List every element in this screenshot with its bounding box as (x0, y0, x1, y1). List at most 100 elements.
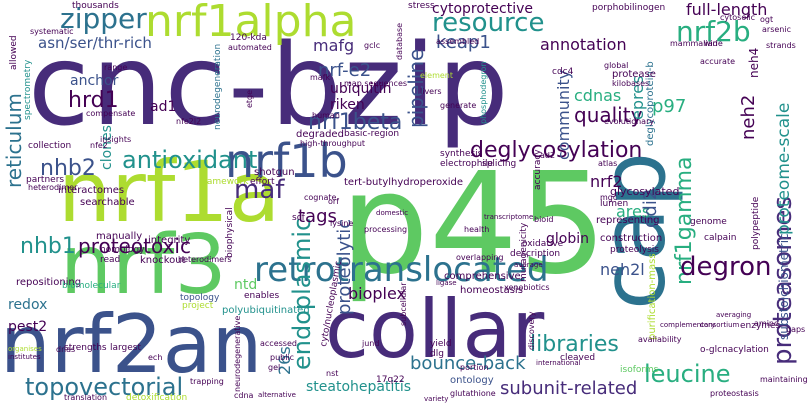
word-comprehensive: comprehensive (444, 271, 521, 282)
word-accurate: accurate (700, 57, 736, 66)
word-cnc-bzip: cnc-bzip (28, 21, 511, 151)
word-bioplex: bioplex (348, 284, 407, 303)
word-full-length: full-length (686, 0, 768, 19)
word-heterodimer: heterodimer (28, 183, 78, 192)
word-hrd1: hrd1 (68, 88, 119, 113)
word-biomolecular: biomolecular (62, 281, 121, 291)
word-purification-mass: purification-mass (647, 253, 658, 340)
word-stress: stress (408, 1, 435, 11)
word-steatohepatitis: steatohepatitis (306, 379, 412, 395)
word-etge: etge (245, 89, 254, 108)
word-partners: partners (26, 175, 65, 185)
word-dlg: dlg (430, 349, 444, 359)
word-tags: tags (298, 206, 337, 227)
word-read: read (100, 255, 121, 265)
word-ad1: ad1 (150, 99, 177, 115)
word-deglycosylation: deglycosylation (470, 138, 643, 163)
word-insights: insights (100, 135, 132, 144)
word-nrf2an: nrf2an (0, 298, 263, 391)
word-mafk: mafk (310, 73, 331, 82)
word-splicing: splicing (482, 159, 517, 169)
word-globin: globin (546, 231, 589, 247)
word-ntd: ntd (234, 277, 258, 293)
word-enables: enables (244, 291, 280, 301)
word-retrotranslocated: retrotranslocated (254, 250, 549, 290)
word-strands: strands (766, 41, 796, 50)
word-glutathione: glutathione (450, 389, 496, 398)
word-public: public (270, 353, 295, 362)
word-complementary: complementary (660, 321, 716, 329)
word-compensate: compensate (86, 109, 136, 118)
word-quality: quality (574, 103, 643, 127)
word-nrf1b: nrf1b (225, 134, 348, 188)
word-redox: redox (8, 297, 48, 313)
word-evolutionary: evolutionary (604, 117, 655, 126)
word-nhb1: nhb1 (20, 234, 76, 259)
word-high-throughput: high-throughput (300, 139, 366, 148)
word-nrf1beta: nrf1beta (308, 110, 403, 135)
word-p45: p45 (340, 143, 608, 306)
word-protease: protease (612, 69, 656, 80)
word-map-sequences: map sequences (344, 79, 408, 88)
word-project: project (182, 301, 214, 311)
word-generate: generate (440, 101, 477, 110)
word-proteotoxic: proteotoxic (78, 234, 191, 258)
word-shotgun: shotgun (254, 167, 295, 178)
word-proteolysis: proteolysis (610, 245, 659, 255)
word-repositioning: repositioning (16, 277, 82, 288)
word-riken: riken (330, 97, 365, 113)
word-homeostasis: homeostasis (460, 285, 523, 296)
word-polyubiquitinated: polyubiquitinated (222, 305, 310, 316)
word-maf: maf (234, 175, 285, 205)
word-international: international (536, 359, 581, 367)
word-anchor: anchor (70, 73, 119, 89)
word-cdna: cdna (234, 391, 254, 400)
word-calpain: calpain (704, 233, 737, 243)
word-cdc4: cdc4 (552, 67, 574, 77)
word-construction: construction (600, 233, 663, 244)
word-translation: translation (64, 393, 108, 402)
word-polypeptide: polypeptide (751, 196, 761, 250)
word-p97: p97 (652, 96, 687, 117)
word-proteostasis: proteostasis (710, 389, 759, 398)
word-nrf2: nrf2 (590, 172, 623, 191)
word-subunit-related: subunit-related (500, 378, 638, 399)
word-neh2l: neh2l (600, 260, 645, 279)
word-annotation: annotation (540, 35, 627, 54)
word-keap1: keap1 (436, 32, 491, 53)
word-cytosolic: cytosolic (720, 13, 756, 22)
word-range: range (104, 63, 128, 72)
word-discovery: discovery (527, 311, 536, 350)
word-community: community (554, 69, 573, 160)
word-alternative: alternative (258, 391, 296, 399)
word-nrf2b: nrf2b (676, 15, 751, 48)
word-leucine: leucine (644, 360, 731, 388)
word-phosphodegron: phosphodegron (479, 61, 488, 124)
word-atlas: atlas (598, 159, 618, 168)
word-manually: manually (96, 231, 143, 242)
word-kilobases: kilobases (612, 79, 650, 88)
word-17q22: 17q22 (376, 375, 405, 385)
word-nst: nst (326, 369, 339, 378)
word-antioxidant: antioxidant (122, 146, 258, 174)
word-reticulum: reticulum (2, 93, 26, 188)
word-xenobiotics: xenobiotics (504, 283, 550, 292)
word-livers: livers (420, 87, 442, 96)
word-o-glcnacylation: o-glcnacylation (700, 345, 769, 355)
word-isoforms: isoforms (620, 365, 659, 375)
word-neurodegenerative: neurodegenerative (233, 315, 242, 392)
word-jund: jund (362, 339, 380, 348)
word-genome: genome (690, 217, 727, 227)
word-gclc: gclc (364, 41, 381, 50)
word-variety: variety (424, 395, 449, 403)
word-neh4: neh4 (747, 47, 761, 78)
word-enzymes: enzymes (740, 321, 781, 331)
word-global: global (604, 61, 629, 70)
word-nrf1a: nrf1a (58, 143, 281, 241)
word-database: database (395, 22, 404, 60)
word-electrophile: electrophile (440, 159, 494, 169)
word-mafg: mafg (313, 36, 355, 55)
word-searchable: searchable (80, 197, 135, 208)
word-scf: scf (292, 213, 305, 223)
